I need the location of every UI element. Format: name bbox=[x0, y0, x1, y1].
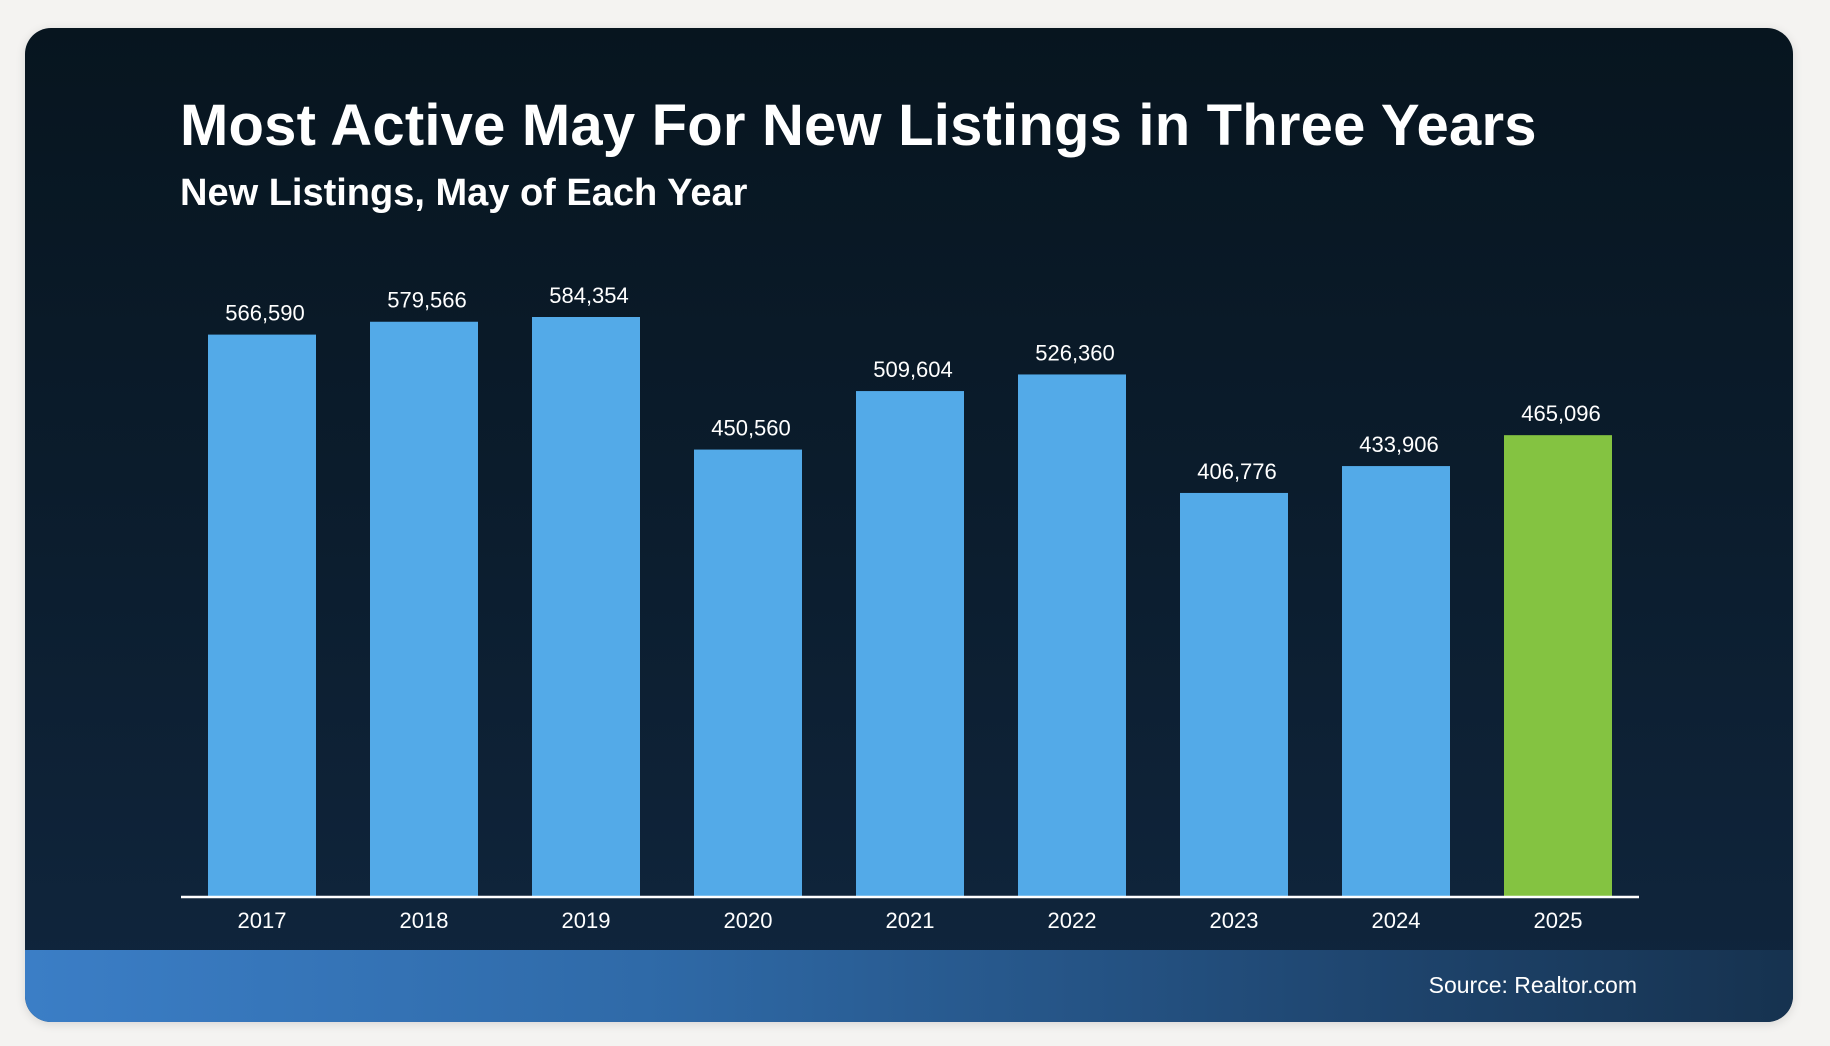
data-label-2023: 406,776 bbox=[1197, 459, 1277, 484]
chart-subtitle: New Listings, May of Each Year bbox=[180, 172, 748, 214]
data-label-2018: 579,566 bbox=[387, 288, 467, 313]
source-credit: Source: Realtor.com bbox=[1428, 972, 1637, 998]
bar-chart: 566,590 2017 579,566 2018 584,354 2019 450,560… bbox=[181, 283, 1639, 933]
data-label-2024: 433,906 bbox=[1359, 432, 1439, 457]
x-tick-label-2019: 2019 bbox=[562, 908, 611, 933]
chart-card: Most Active May For New Listings in Thre… bbox=[25, 28, 1793, 1022]
x-tick-label-2022: 2022 bbox=[1048, 908, 1097, 933]
bar-2024 bbox=[1342, 466, 1450, 896]
bar-2021 bbox=[856, 391, 964, 896]
x-tick-label-2018: 2018 bbox=[400, 908, 449, 933]
x-tick-label-2021: 2021 bbox=[886, 908, 935, 933]
x-tick-label-2017: 2017 bbox=[238, 908, 287, 933]
bar-2017 bbox=[208, 334, 316, 897]
data-label-2022: 526,360 bbox=[1035, 340, 1115, 365]
x-tick-label-2020: 2020 bbox=[724, 908, 773, 933]
x-tick-label-2023: 2023 bbox=[1210, 908, 1259, 933]
footer-band: Source: Realtor.com bbox=[25, 950, 1793, 1022]
bar-2019 bbox=[532, 317, 640, 896]
data-label-2017: 566,590 bbox=[225, 301, 305, 326]
x-tick-label-2025: 2025 bbox=[1534, 908, 1583, 933]
bar-2023 bbox=[1180, 492, 1288, 896]
data-label-2020: 450,560 bbox=[711, 416, 791, 441]
data-label-2021: 509,604 bbox=[873, 357, 953, 382]
bar-2025 bbox=[1504, 435, 1612, 896]
chart-title: Most Active May For New Listings in Thre… bbox=[180, 93, 1537, 158]
x-tick-label-2024: 2024 bbox=[1372, 908, 1421, 933]
bar-2020 bbox=[694, 449, 802, 896]
data-label-2019: 584,354 bbox=[549, 283, 629, 308]
bar-2022 bbox=[1018, 374, 1126, 896]
data-label-2025: 465,096 bbox=[1521, 401, 1601, 426]
bar-2018 bbox=[370, 321, 478, 896]
